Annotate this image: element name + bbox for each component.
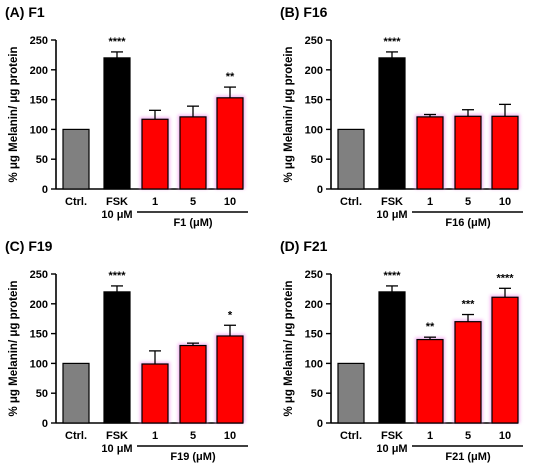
x-tick-label: 5 xyxy=(190,196,196,208)
y-tick-label: 0 xyxy=(42,418,48,430)
group-label: F19 (μM) xyxy=(170,451,216,463)
bar-treated xyxy=(179,116,207,190)
bar-treated xyxy=(216,335,244,424)
y-tick-label: 50 xyxy=(311,388,323,400)
x-tick-label: FSK xyxy=(381,430,403,442)
chart-panel-2: (B) F16 % μg Melanin/ μg protein 0 50 100 150… xyxy=(280,4,523,229)
chart-panel-4: (D) F21 % μg Melanin/ μg protein 0 50 100 150… xyxy=(280,238,523,463)
y-tick-label: 0 xyxy=(317,184,323,196)
significance-marker: * xyxy=(228,309,233,321)
x-tick-label: FSK xyxy=(381,196,403,208)
y-tick-label: 150 xyxy=(305,329,323,341)
x-tick-label: 10 xyxy=(224,196,236,208)
y-tick-label: 100 xyxy=(305,358,323,370)
x-tick-label: FSK xyxy=(106,430,128,442)
bar-control xyxy=(62,362,90,424)
y-tick-label: 250 xyxy=(305,35,323,47)
chart-panel-3: (C) F19 % μg Melanin/ μg protein 0 50 100 150… xyxy=(5,238,248,463)
x-tick-label: FSK xyxy=(106,196,128,208)
bar-fsk xyxy=(378,291,406,424)
x-tick-label: 10 xyxy=(224,430,236,442)
bar-control xyxy=(62,128,90,190)
significance-marker: **** xyxy=(383,270,401,282)
bar-treated xyxy=(216,97,244,190)
group-label: F21 (μM) xyxy=(445,451,491,463)
bar-treated xyxy=(454,321,482,424)
y-tick-label: 100 xyxy=(305,124,323,136)
bar-treated xyxy=(491,296,519,424)
significance-marker: **** xyxy=(496,272,514,284)
bar-fsk xyxy=(103,291,131,424)
y-tick-label: 0 xyxy=(317,418,323,430)
y-tick-label: 200 xyxy=(305,65,323,77)
y-tick-label: 250 xyxy=(305,269,323,281)
y-tick-label: 50 xyxy=(36,154,48,166)
significance-marker: *** xyxy=(462,299,476,311)
panel-title: (B) F16 xyxy=(280,4,328,20)
y-tick-label: 50 xyxy=(311,154,323,166)
y-tick-label: 200 xyxy=(30,65,48,77)
fsk-dose-label: 10 μM xyxy=(376,443,407,455)
panel-title: (C) F19 xyxy=(5,238,53,254)
significance-marker: **** xyxy=(108,270,126,282)
y-tick-label: 200 xyxy=(30,299,48,311)
bar-treated xyxy=(454,115,482,190)
significance-marker: **** xyxy=(108,36,126,48)
bar-treated xyxy=(141,118,169,190)
x-tick-label: 5 xyxy=(465,430,471,442)
group-label: F16 (μM) xyxy=(445,217,491,229)
fsk-dose-label: 10 μM xyxy=(101,209,132,221)
significance-marker: ** xyxy=(226,71,235,83)
significance-marker: ** xyxy=(426,321,435,333)
x-tick-label: Ctrl. xyxy=(340,196,362,208)
x-tick-label: 5 xyxy=(190,430,196,442)
bar-treated xyxy=(416,116,444,190)
group-label: F1 (μM) xyxy=(173,217,212,229)
x-tick-label: Ctrl. xyxy=(65,430,87,442)
x-tick-label: Ctrl. xyxy=(65,196,87,208)
bar-treated xyxy=(179,344,207,424)
y-tick-label: 250 xyxy=(30,269,48,281)
x-tick-label: Ctrl. xyxy=(340,430,362,442)
y-tick-label: 150 xyxy=(30,329,48,341)
panel-title: (D) F21 xyxy=(280,238,328,254)
y-tick-label: 100 xyxy=(30,124,48,136)
x-tick-label: 1 xyxy=(152,430,158,442)
bar-treated xyxy=(491,115,519,190)
x-tick-label: 10 xyxy=(499,430,511,442)
y-tick-label: 200 xyxy=(305,299,323,311)
y-axis-label: % μg Melanin/ μg protein xyxy=(8,280,20,416)
x-tick-label: 1 xyxy=(152,196,158,208)
x-tick-label: 1 xyxy=(427,196,433,208)
bar-treated xyxy=(416,338,444,424)
bar-fsk xyxy=(103,57,131,190)
significance-marker: **** xyxy=(383,36,401,48)
y-tick-label: 0 xyxy=(42,184,48,196)
y-tick-label: 150 xyxy=(30,95,48,107)
y-axis-label: % μg Melanin/ μg protein xyxy=(283,46,295,182)
panel-title: (A) F1 xyxy=(5,4,45,20)
x-tick-label: 5 xyxy=(465,196,471,208)
y-tick-label: 100 xyxy=(30,358,48,370)
y-tick-label: 150 xyxy=(305,95,323,107)
bar-treated xyxy=(141,363,169,424)
bar-control xyxy=(337,128,365,190)
x-tick-label: 1 xyxy=(427,430,433,442)
bar-control xyxy=(337,362,365,424)
fsk-dose-label: 10 μM xyxy=(376,209,407,221)
fsk-dose-label: 10 μM xyxy=(101,443,132,455)
y-tick-label: 50 xyxy=(36,388,48,400)
x-tick-label: 10 xyxy=(499,196,511,208)
chart-panel-1: (A) F1 % μg Melanin/ μg protein 0 50 100 150 2… xyxy=(5,4,248,229)
y-axis-label: % μg Melanin/ μg protein xyxy=(8,46,20,182)
y-axis-label: % μg Melanin/ μg protein xyxy=(283,280,295,416)
y-tick-label: 250 xyxy=(30,35,48,47)
bar-fsk xyxy=(378,57,406,190)
